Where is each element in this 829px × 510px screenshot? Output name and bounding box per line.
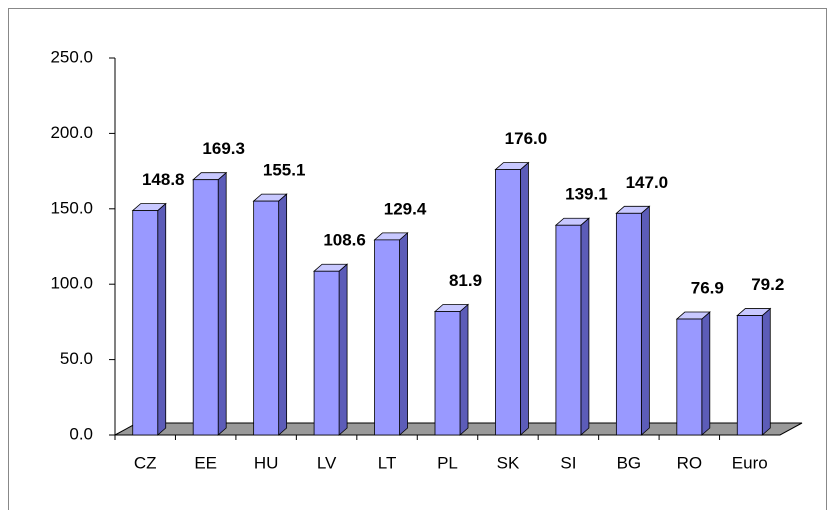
- value-label: 148.8: [142, 170, 185, 189]
- y-tick-label: 150.0: [50, 198, 93, 217]
- bar: [434, 311, 461, 436]
- bar: [253, 200, 280, 436]
- bar: [374, 239, 400, 436]
- bar: [495, 169, 521, 436]
- x-tick-label: BG: [617, 453, 642, 472]
- y-tick-label: 50.0: [60, 349, 93, 368]
- value-label: 147.0: [626, 173, 669, 192]
- bar: [555, 224, 582, 436]
- x-tick-label: RO: [677, 453, 703, 472]
- bar: [615, 212, 642, 436]
- x-tick-label: SI: [560, 453, 576, 472]
- bar-side: [701, 311, 711, 436]
- bar: [736, 315, 763, 436]
- bar: [132, 210, 159, 436]
- x-tick-label: LV: [317, 453, 337, 472]
- value-label: 169.3: [202, 139, 245, 158]
- value-label: 76.9: [691, 279, 724, 298]
- y-tick-label: 200.0: [50, 123, 93, 142]
- bar-side: [399, 231, 408, 436]
- x-tick-label: Euro: [732, 453, 768, 472]
- y-tick-label: 250.0: [50, 47, 93, 66]
- bar-side: [459, 303, 469, 436]
- value-label: 176.0: [505, 129, 548, 148]
- x-tick-label: EE: [194, 453, 217, 472]
- bar-side: [640, 205, 650, 436]
- value-label: 155.1: [263, 161, 306, 180]
- bar: [313, 270, 340, 436]
- bar-side: [278, 193, 288, 436]
- x-tick-label: SK: [497, 453, 520, 472]
- value-label: 139.1: [565, 185, 608, 204]
- bar: [676, 318, 703, 436]
- bar-side: [580, 217, 590, 436]
- x-tick-label: HU: [254, 453, 279, 472]
- value-label: 129.4: [384, 199, 427, 218]
- bar-side: [157, 202, 167, 436]
- value-label: 79.2: [751, 275, 784, 294]
- y-tick-label: 100.0: [50, 274, 93, 293]
- x-tick-label: PL: [437, 453, 458, 472]
- bar-side: [761, 307, 771, 436]
- bar-side: [338, 263, 348, 436]
- bar: [192, 179, 219, 436]
- value-label: 108.6: [323, 231, 366, 250]
- x-tick-label: LT: [378, 453, 397, 472]
- x-tick-label: CZ: [134, 453, 157, 472]
- y-tick-label: 0.0: [69, 424, 93, 443]
- bar-side: [520, 161, 529, 436]
- value-label: 81.9: [449, 271, 482, 290]
- bar-side: [217, 171, 227, 436]
- chart-frame: [8, 8, 827, 510]
